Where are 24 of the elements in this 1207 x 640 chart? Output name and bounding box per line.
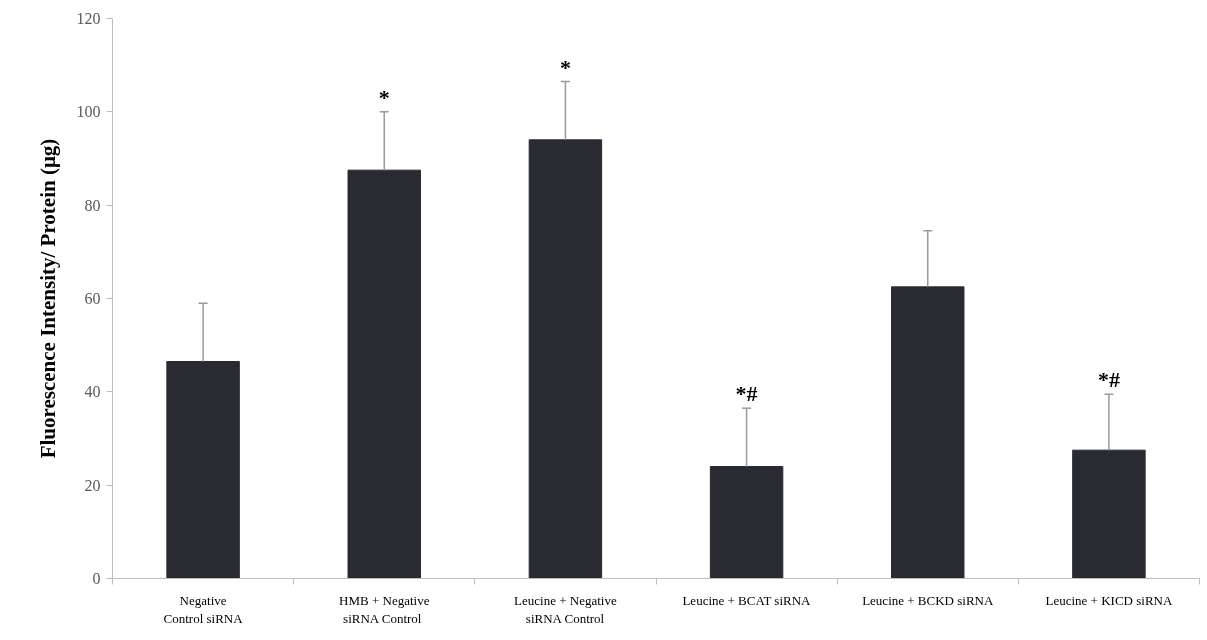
bar	[709, 466, 784, 579]
y-tick-label: 0	[92, 570, 101, 587]
y-tick-label: 120	[76, 10, 101, 27]
x-tick-label: Leucine + BCKD siRNA	[862, 592, 994, 608]
annotation: *	[559, 54, 571, 80]
x-tick-label: Leucine + KICD siRNA	[1045, 592, 1173, 608]
y-tick-label: 100	[76, 103, 101, 121]
bar	[891, 286, 965, 579]
x-tick-label: HMB + Negative siRNA Control	[339, 592, 430, 626]
y-tick-label: 60	[84, 290, 101, 307]
y-tick-label: 40	[84, 383, 101, 401]
bar	[166, 361, 240, 579]
x-tick-label: Leucine + BCAT siRNA	[682, 592, 812, 608]
annotation: *#	[1097, 367, 1120, 393]
bar	[1072, 449, 1146, 579]
annotation: *	[378, 84, 390, 110]
bar	[528, 139, 603, 579]
y-tick-label: 20	[84, 476, 101, 494]
bar	[347, 169, 421, 579]
x-tick-label: Negative Control siRNA	[163, 592, 244, 626]
y-axis-title: Fluorescence Intensity/ Protein (μg)	[35, 138, 60, 459]
annotation: *#	[735, 381, 758, 407]
x-tick-label: Leucine + Negative siRNA Control	[514, 592, 617, 626]
y-tick-label: 80	[84, 196, 101, 214]
